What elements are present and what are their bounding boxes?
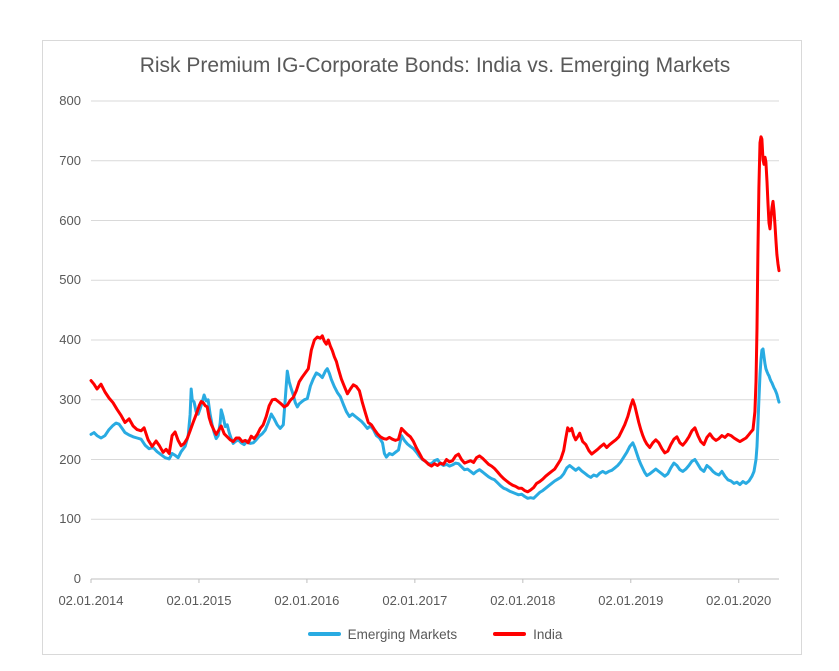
x-axis-tick-label: 02.01.2014 <box>58 593 124 608</box>
x-axis-tick-label: 02.01.2018 <box>490 593 556 608</box>
y-axis-tick-label: 0 <box>73 571 81 586</box>
series-line-india <box>89 135 781 494</box>
plot-area <box>89 100 781 583</box>
x-axis-tick-label: 02.01.2019 <box>598 593 664 608</box>
y-axis-tick-label: 300 <box>59 391 81 407</box>
y-axis-tick-label: 500 <box>59 272 81 288</box>
legend-label: Emerging Markets <box>347 626 458 642</box>
y-axis-tick-label: 700 <box>59 152 81 168</box>
y-axis-tick-label: 800 <box>59 93 81 108</box>
x-axis-tick-label: 02.01.2017 <box>382 593 448 608</box>
chart-title: Risk Premium IG-Corporate Bonds: India v… <box>139 54 731 77</box>
y-axis-tick-label: 100 <box>59 511 81 527</box>
legend-line-swatch <box>307 632 341 636</box>
x-axis-tick-label: 02.01.2015 <box>166 593 232 608</box>
legend: Emerging Markets India <box>91 625 779 643</box>
legend-item-emerging-markets: Emerging Markets <box>307 626 458 642</box>
x-axis-tick-label: 02.01.2020 <box>706 593 772 608</box>
y-axis-tick-label: 400 <box>59 332 81 347</box>
legend-line-swatch <box>493 632 527 636</box>
series-line-emerging-markets <box>89 347 781 500</box>
x-axis-tick-label: 02.01.2016 <box>274 593 340 608</box>
chart-frame[interactable]: Risk Premium IG-Corporate Bonds: India v… <box>42 40 802 655</box>
legend-label: India <box>533 626 563 642</box>
y-axis-tick-label: 600 <box>59 212 81 228</box>
legend-item-india: India <box>493 627 562 642</box>
y-axis-tick-label: 200 <box>59 451 81 467</box>
